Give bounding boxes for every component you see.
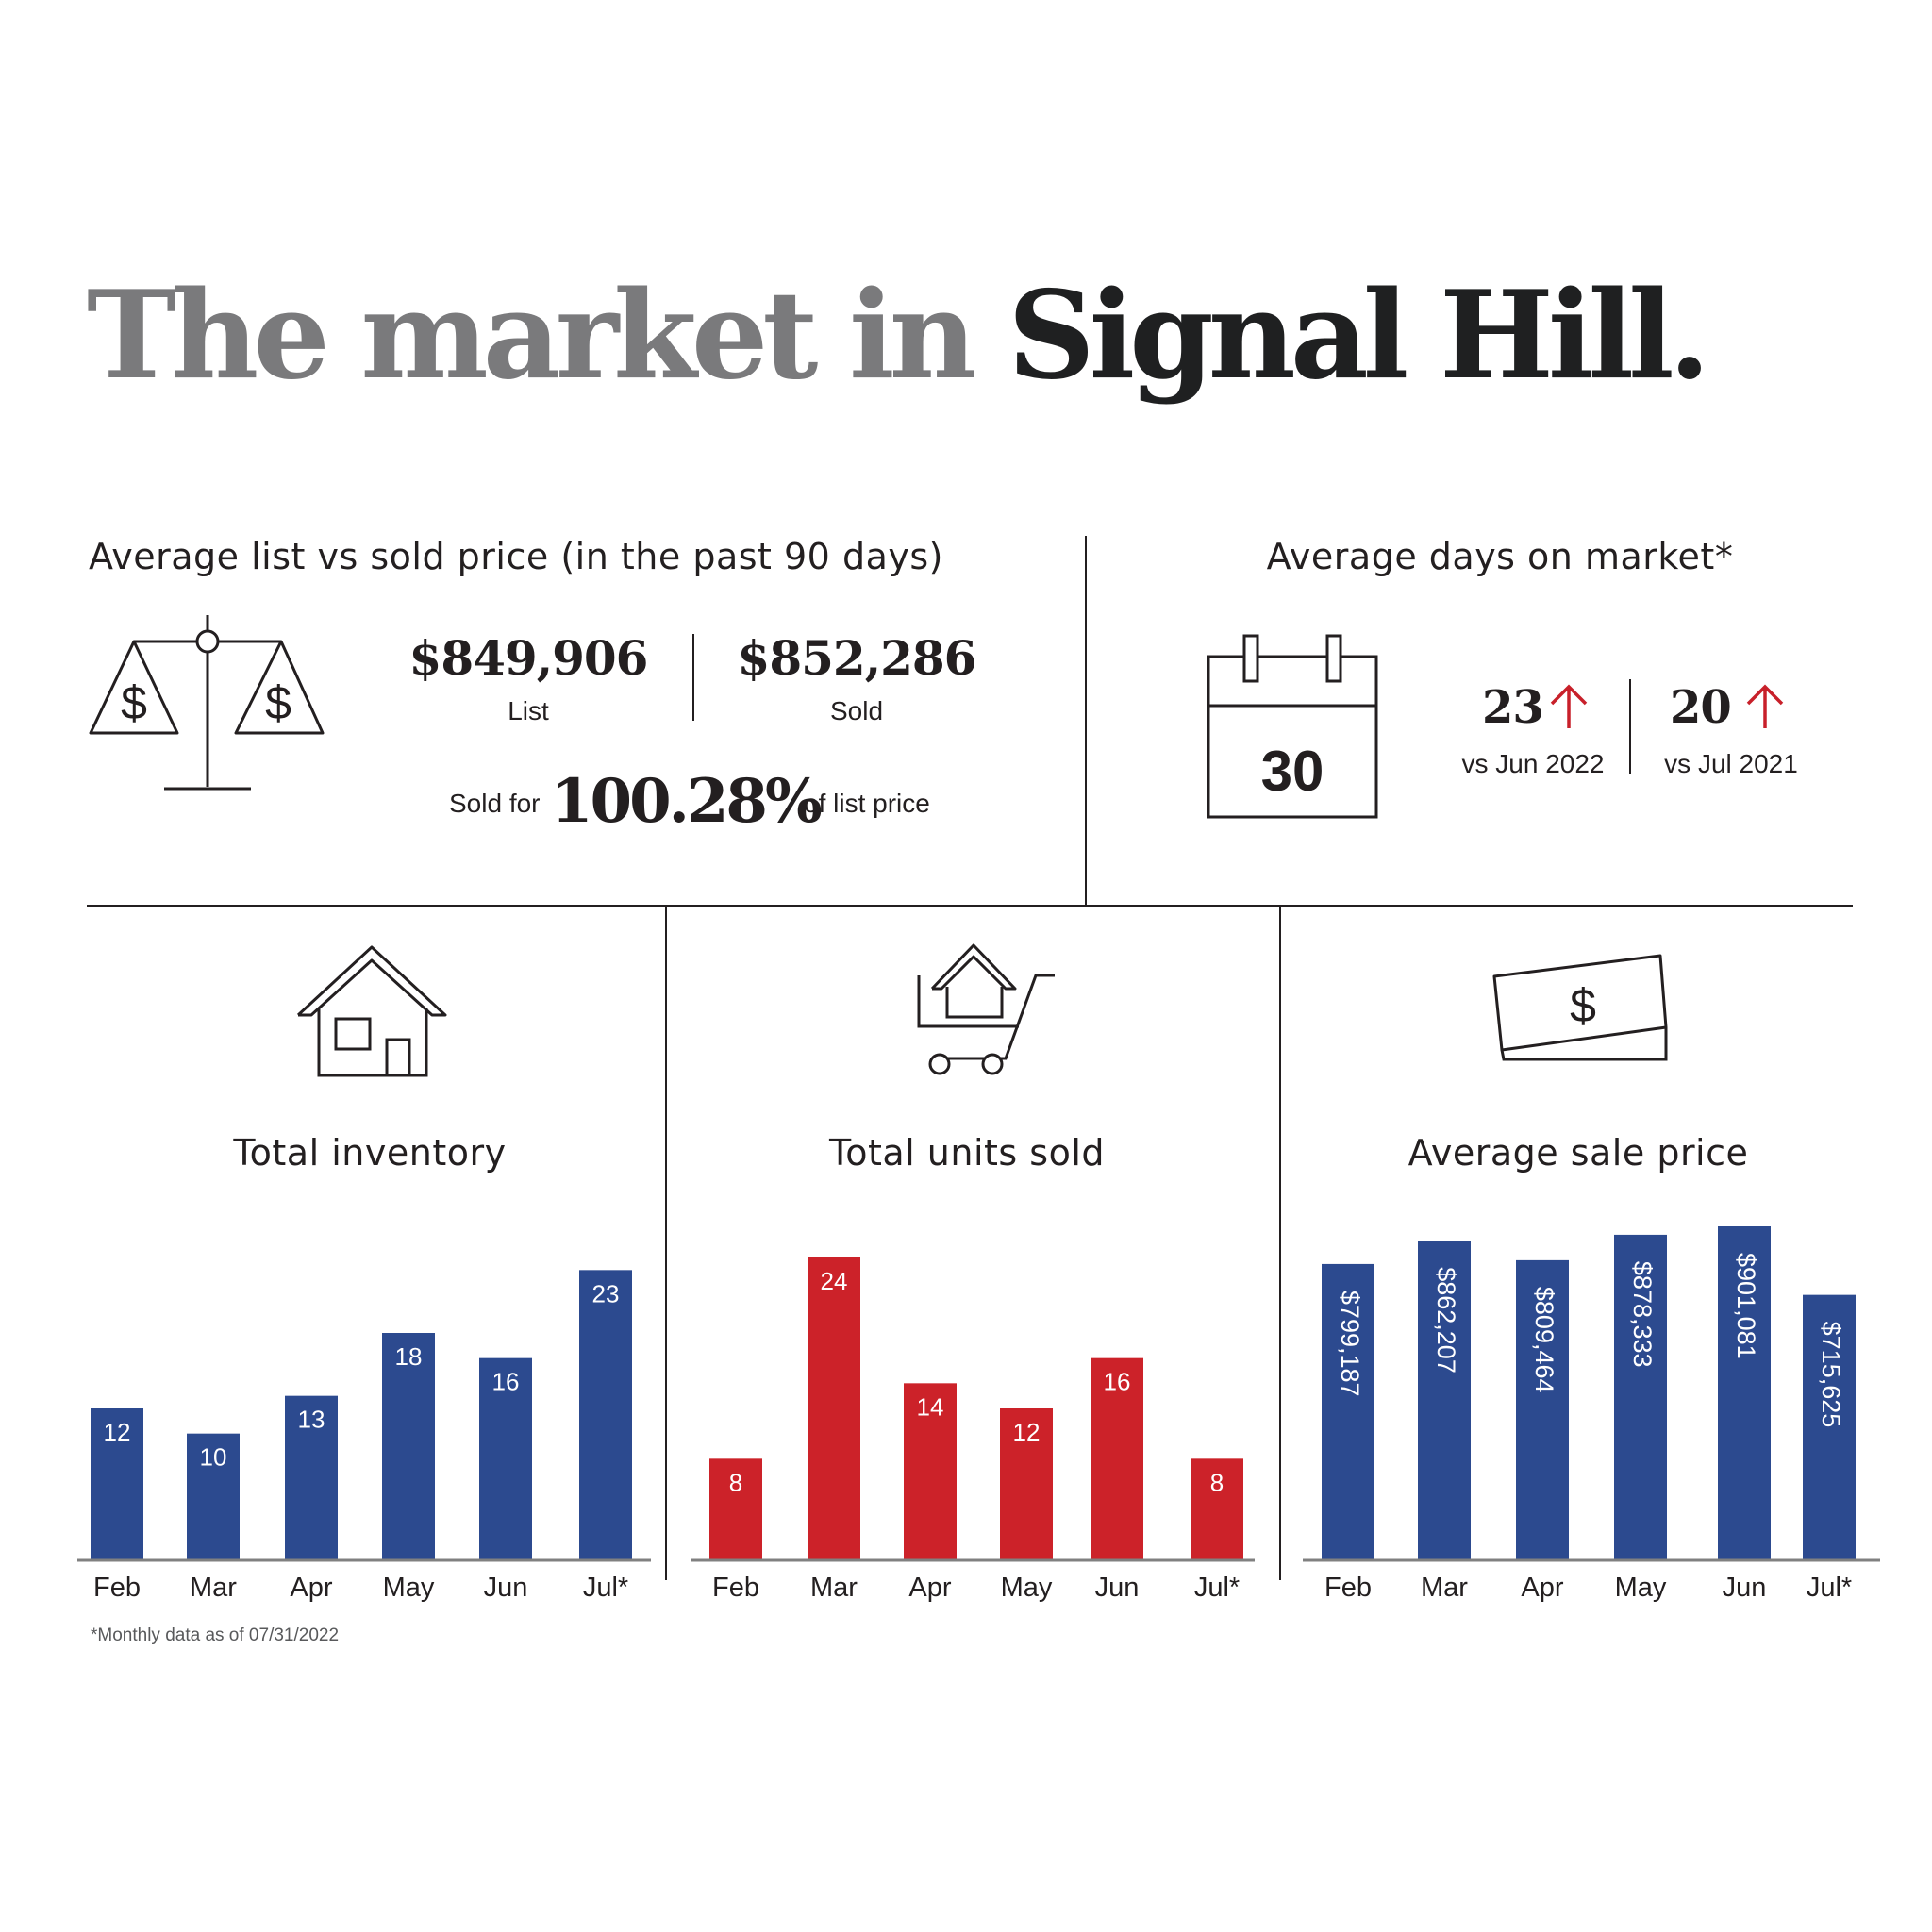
x-tick-label: Jun <box>1723 1573 1767 1603</box>
bar-value-label: $901,081 <box>1732 1253 1760 1359</box>
comparison-label-2: vs Jul 2021 <box>1664 749 1798 778</box>
divider-horizontal <box>87 905 1853 907</box>
bar-value-label: 16 <box>492 1368 520 1396</box>
x-tick-label: May <box>1001 1573 1053 1603</box>
sold-for-percent: 100.28% <box>551 766 823 837</box>
days-on-market-heading: Average days on market* <box>1266 536 1734 577</box>
x-tick-label: Apr <box>1521 1573 1563 1603</box>
bar-value-label: 12 <box>1013 1418 1041 1446</box>
bar-value-label: 10 <box>200 1443 227 1472</box>
calendar-icon: 30 <box>1207 634 1378 819</box>
bar-apr <box>1516 1259 1569 1559</box>
x-tick-label: Jun <box>484 1573 528 1603</box>
x-tick-label: Mar <box>810 1573 858 1603</box>
chart-average-sale-price: $799,187 Feb $862,207 Mar $809,464 Apr $878,33… <box>1303 1226 1880 1603</box>
sold-for-suffix: of list price <box>804 789 930 818</box>
bar-value-label: 12 <box>104 1418 131 1446</box>
bar-value-label: $715,625 <box>1817 1322 1845 1428</box>
x-tick-label: Jul* <box>1807 1573 1852 1603</box>
comparison-label-1: vs Jun 2022 <box>1461 749 1605 778</box>
bar-feb <box>709 1458 762 1559</box>
bar-mar <box>1418 1241 1471 1559</box>
chart-title-inventory: Total inventory <box>233 1132 507 1174</box>
chart-title-units-sold: Total units sold <box>828 1132 1106 1174</box>
bar-jul <box>579 1270 632 1559</box>
bar-value-label: 16 <box>1104 1368 1131 1396</box>
bar-mar <box>808 1257 860 1559</box>
bar-jun <box>479 1357 532 1559</box>
comparison-divider <box>1629 679 1631 774</box>
bar-value-label: $809,464 <box>1530 1287 1558 1393</box>
comparison-value-1: 23 <box>1482 681 1544 734</box>
x-tick-label: Jul* <box>583 1573 628 1603</box>
bar-feb <box>91 1408 143 1559</box>
x-tick-label: Jun <box>1095 1573 1140 1603</box>
bar-jun <box>1091 1357 1143 1559</box>
price-divider <box>692 634 694 721</box>
scale-icon: $ $ <box>89 615 325 791</box>
bar-jul <box>1803 1294 1856 1559</box>
bar-feb <box>1322 1263 1374 1559</box>
divider-bottom-left <box>665 906 667 1580</box>
sold-price-label: Sold <box>829 696 884 725</box>
bar-value-label: $878,333 <box>1628 1261 1657 1368</box>
bar-value-label: 13 <box>298 1406 325 1434</box>
chart-inventory: 12 Feb 10 Mar 13 Apr 18 May 16 Jun 23 Jul* <box>77 1270 651 1603</box>
divider-bottom-right <box>1279 906 1281 1580</box>
bar-jul <box>1191 1458 1243 1559</box>
bar-value-label: 8 <box>729 1468 742 1496</box>
bar-value-label: 8 <box>1210 1468 1224 1496</box>
x-tick-label: Apr <box>908 1573 951 1603</box>
x-tick-label: May <box>383 1573 435 1603</box>
bar-may <box>1614 1234 1667 1559</box>
sold-for-prefix: Sold for <box>449 789 541 818</box>
list-price-value: $849,906 <box>408 630 649 686</box>
divider-top-vertical <box>1085 536 1087 906</box>
list-vs-sold-heading: Average list vs sold price (in the past … <box>89 536 943 577</box>
money-icon: $ <box>1492 954 1668 1061</box>
sold-price-value: $852,286 <box>737 630 977 686</box>
bar-value-label: 14 <box>917 1392 944 1421</box>
list-price-label: List <box>508 696 549 725</box>
bar-apr <box>285 1395 338 1559</box>
cart-icon <box>917 943 1055 1075</box>
x-tick-label: May <box>1615 1573 1667 1603</box>
calendar-value: 30 <box>1261 740 1324 803</box>
chart-title-average-sale-price: Average sale price <box>1407 1132 1749 1174</box>
dollar-sign-left: $ <box>121 676 147 729</box>
footnote: *Monthly data as of 07/31/2022 <box>91 1625 340 1645</box>
page-title: The market in Signal Hill. <box>87 275 1710 396</box>
house-icon <box>296 945 447 1077</box>
chart-units-sold: 8 Feb 24 Mar 14 Apr 12 May 16 Jun 8 Jul* <box>691 1257 1255 1603</box>
arrow-up-icon <box>1746 684 1784 728</box>
x-tick-label: Feb <box>712 1573 759 1603</box>
x-tick-label: Jul* <box>1194 1573 1240 1603</box>
x-tick-label: Mar <box>1421 1573 1468 1603</box>
bar-apr <box>904 1383 957 1559</box>
x-tick-label: Feb <box>1324 1573 1372 1603</box>
bar-may <box>382 1333 435 1559</box>
bar-value-label: 18 <box>395 1342 423 1371</box>
bar-may <box>1000 1408 1053 1559</box>
bar-mar <box>187 1433 240 1559</box>
dollar-sign-right: $ <box>265 676 291 729</box>
arrow-up-icon <box>1550 684 1588 728</box>
comparison-value-2: 20 <box>1670 681 1732 734</box>
bar-jun <box>1718 1226 1771 1559</box>
money-dollar-sign: $ <box>1570 979 1596 1032</box>
x-tick-label: Apr <box>290 1573 332 1603</box>
bar-value-label: 24 <box>821 1267 848 1295</box>
bar-value-label: $799,187 <box>1336 1291 1364 1397</box>
x-tick-label: Feb <box>93 1573 141 1603</box>
title-part-2: Signal Hill. <box>1008 265 1710 407</box>
title-part-1: The market in <box>87 265 977 407</box>
bar-value-label: 23 <box>592 1279 620 1307</box>
bar-value-label: $862,207 <box>1432 1267 1460 1374</box>
x-tick-label: Mar <box>190 1573 237 1603</box>
